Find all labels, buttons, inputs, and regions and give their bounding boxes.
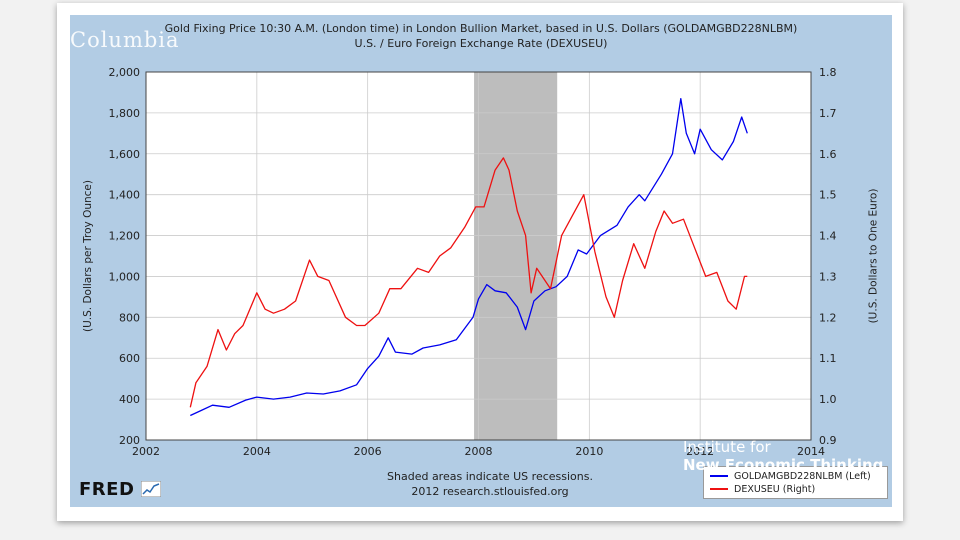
y-tick-label-left: 400 <box>119 393 140 406</box>
y-tick-label-left: 800 <box>119 311 140 324</box>
chart-title: Gold Fixing Price 10:30 A.M. (London tim… <box>164 22 798 35</box>
y-tick-label-right: 1.7 <box>819 107 837 120</box>
series-line-eur <box>189 157 748 408</box>
chart-legend: GOLDAMGBD228NLBM (Left) DEXUSEU (Right) <box>703 466 888 499</box>
x-tick-label: 2010 <box>575 445 603 458</box>
x-tick-label: 2004 <box>243 445 271 458</box>
legend-item-eur: DEXUSEU (Right) <box>710 483 815 495</box>
fred-logo: FRED <box>79 479 162 500</box>
y-tick-label-left: 200 <box>119 434 140 447</box>
y-tick-label-right: 1.3 <box>819 270 837 283</box>
y-tick-label-left: 600 <box>119 352 140 365</box>
legend-label-gold: GOLDAMGBD228NLBM (Left) <box>734 470 871 482</box>
y-tick-label-right: 1.1 <box>819 352 837 365</box>
y-tick-label-right: 1.0 <box>819 393 837 406</box>
y-tick-label-left: 1,200 <box>109 230 141 243</box>
series-line-gold <box>190 97 748 417</box>
y-tick-label-left: 1,000 <box>109 270 141 283</box>
x-tick-label: 2006 <box>354 445 382 458</box>
inet-brand-line2: New Economic Thinking <box>683 456 884 474</box>
fred-chart-icon <box>140 480 162 498</box>
chart-subtitle: U.S. / Euro Foreign Exchange Rate (DEXUS… <box>354 37 608 50</box>
legend-label-eur: DEXUSEU (Right) <box>734 483 816 495</box>
y-tick-label-right: 1.2 <box>819 311 837 324</box>
inet-brand-line1: Institute for <box>683 438 771 456</box>
x-tick-label: 2012 <box>686 445 714 458</box>
source-note: 2012 research.stlouisfed.org <box>411 485 569 498</box>
y-tick-label-left: 1,600 <box>109 148 141 161</box>
y-tick-label-left: 1,800 <box>109 107 141 120</box>
y-tick-label-left: 2,000 <box>109 66 141 79</box>
recession-note: Shaded areas indicate US recessions. <box>387 470 593 483</box>
legend-swatch-gold <box>710 475 728 477</box>
y-axis-label-left: (U.S. Dollars per Troy Ounce) <box>81 180 94 332</box>
y-axis-label-right: (U.S. Dollars to One Euro) <box>866 188 879 324</box>
legend-swatch-eur <box>710 488 728 490</box>
x-tick-label: 2014 <box>797 445 825 458</box>
x-tick-label: 2002 <box>132 445 160 458</box>
columbia-watermark: Columbia <box>70 28 180 52</box>
y-tick-label-left: 1,400 <box>109 189 141 202</box>
x-tick-label: 2008 <box>465 445 493 458</box>
legend-item-gold: GOLDAMGBD228NLBM (Left) <box>710 470 871 482</box>
recession-band <box>474 72 558 440</box>
y-tick-label-right: 1.4 <box>819 230 837 243</box>
y-tick-label-right: 1.5 <box>819 189 837 202</box>
y-tick-label-right: 1.8 <box>819 66 837 79</box>
plot-border <box>145 71 812 441</box>
fred-logo-text: FRED <box>79 479 135 500</box>
y-tick-label-right: 1.6 <box>819 148 837 161</box>
y-tick-label-right: 0.9 <box>819 434 837 447</box>
